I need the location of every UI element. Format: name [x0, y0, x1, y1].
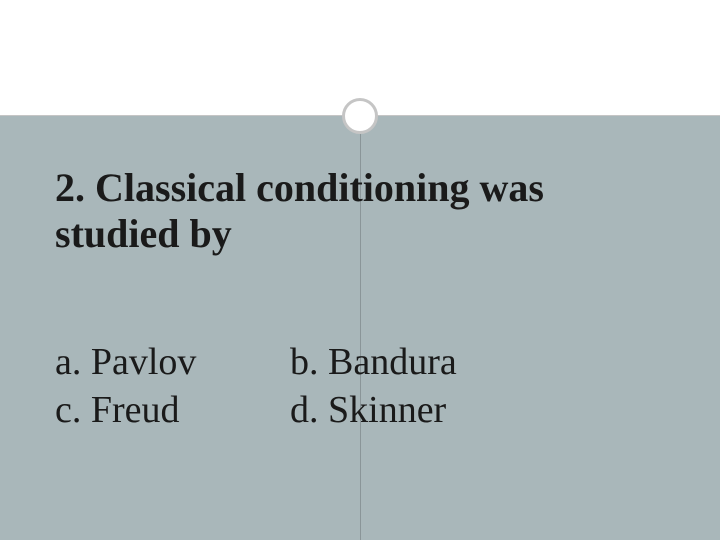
answer-b: b. Bandura — [290, 340, 665, 386]
question-text: 2. Classical conditioning was studied by — [55, 165, 665, 257]
answer-c: c. Freud — [55, 388, 290, 434]
answers-block: a. Pavlov b. Bandura c. Freud d. Skinner — [55, 340, 665, 435]
answer-d: d. Skinner — [290, 388, 665, 434]
decorative-circle-icon — [342, 98, 378, 134]
slide-container: 2. Classical conditioning was studied by… — [0, 0, 720, 540]
answer-row-2: c. Freud d. Skinner — [55, 388, 665, 434]
answer-a: a. Pavlov — [55, 340, 290, 386]
answer-row-1: a. Pavlov b. Bandura — [55, 340, 665, 386]
